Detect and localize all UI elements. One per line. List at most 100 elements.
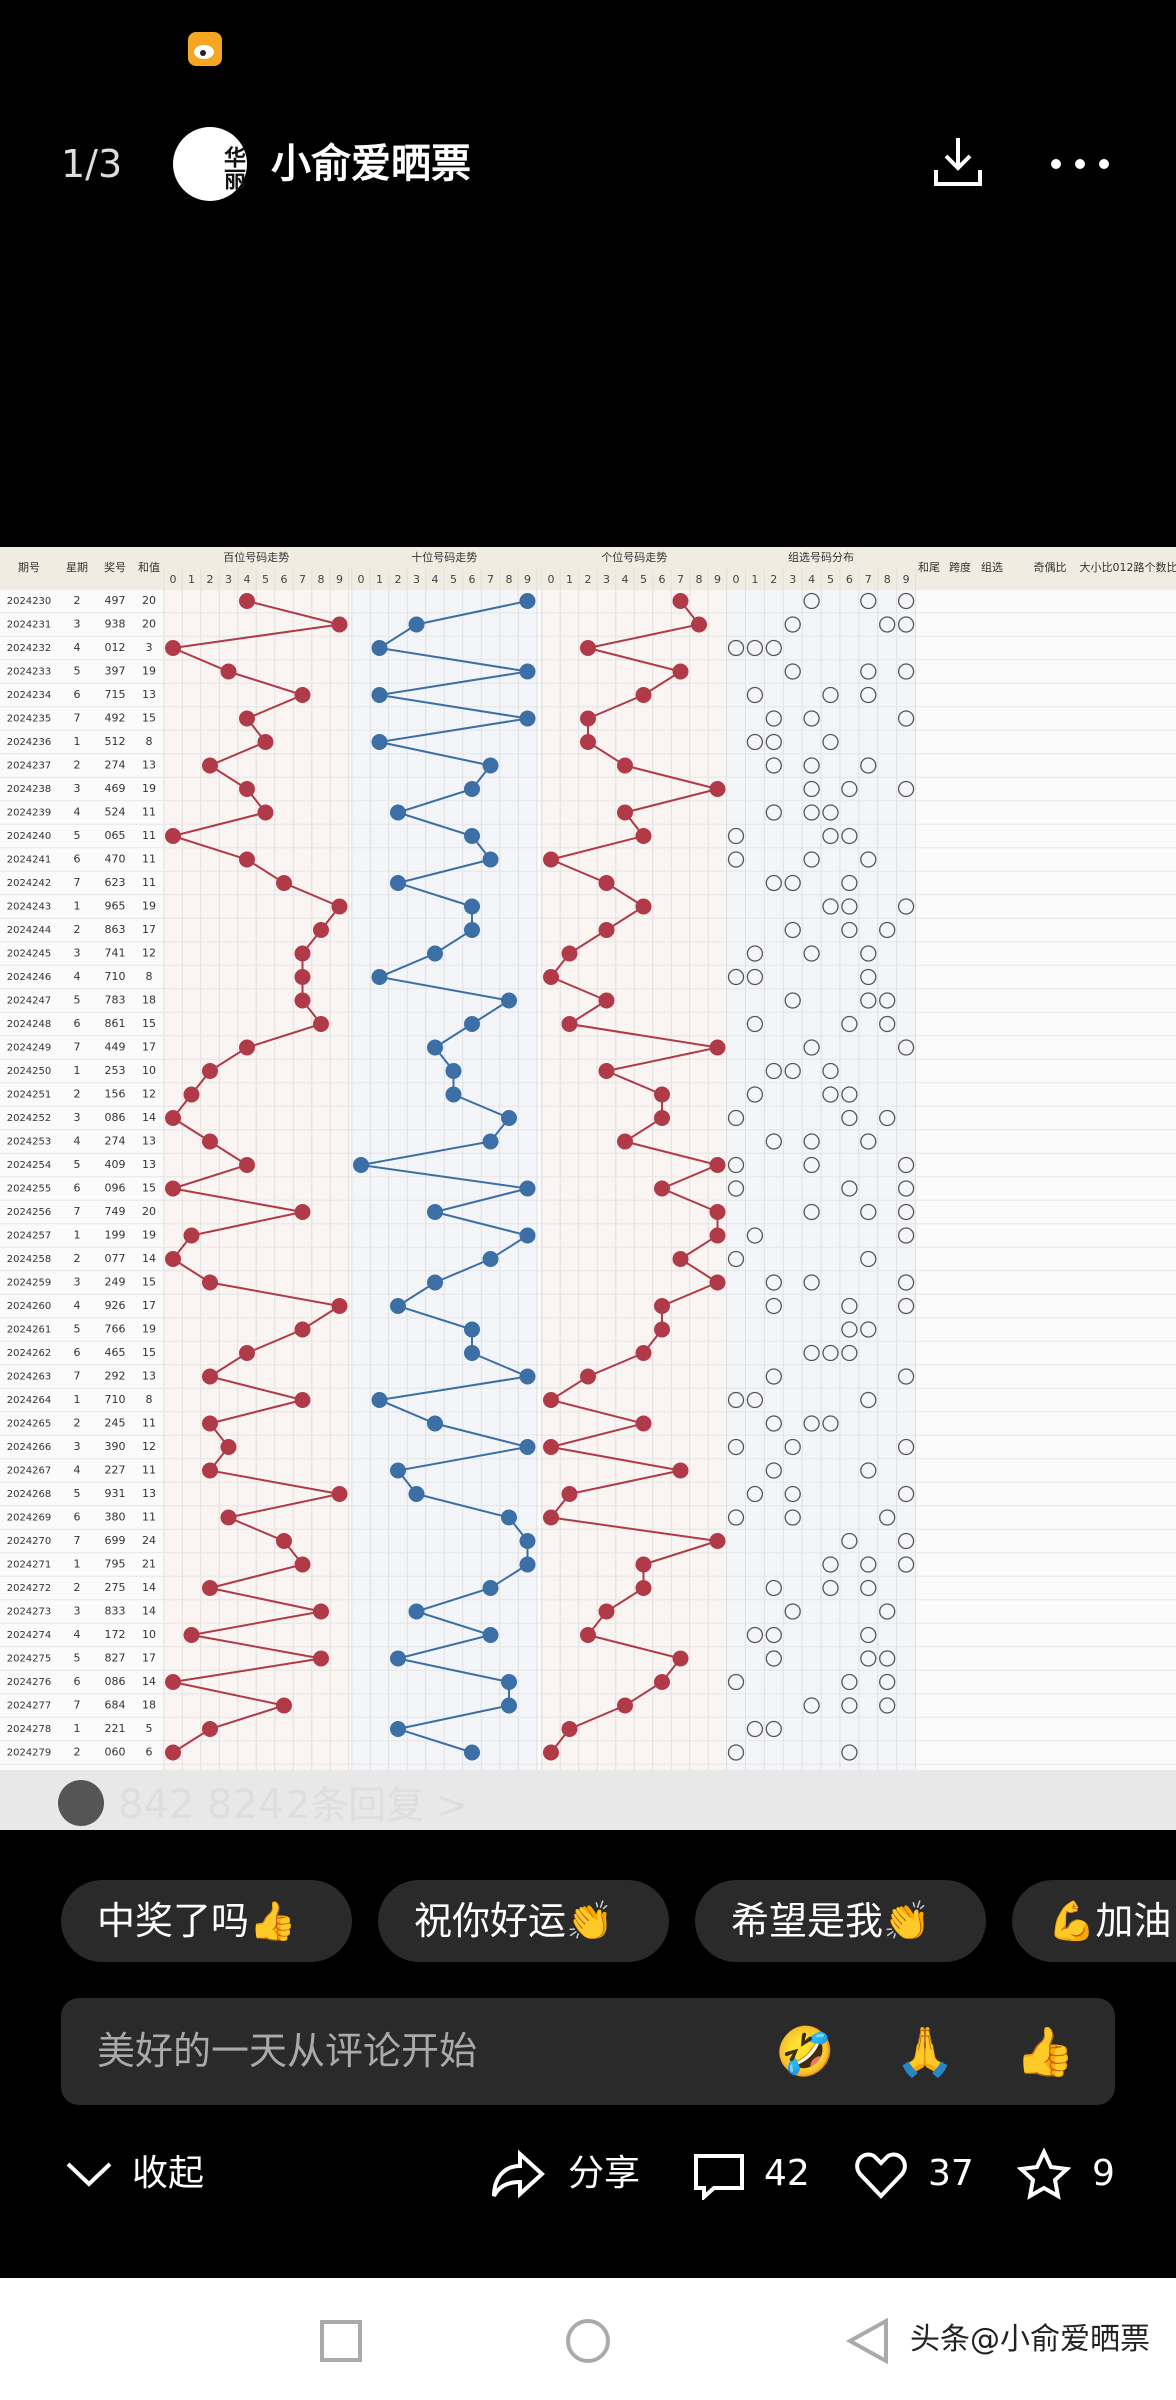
comment-count: 42 [764,2153,810,2194]
quick-reply[interactable]: 💪加油 [1012,1880,1176,1962]
favorite-icon[interactable] [1017,2148,1071,2200]
trend-dot [482,1133,499,1150]
emoji-button[interactable]: 🙏 [895,2024,955,2080]
row-cell: 2024268 [7,1489,52,1500]
group-dot [803,1039,820,1056]
trend-dot [220,1439,237,1455]
trend-dot [427,1039,443,1056]
trend-dot [390,875,406,891]
image-footer-bg [0,1770,1176,1830]
trend-dot [165,1674,181,1690]
column-header: 十位号码走势 [411,550,477,564]
like-icon[interactable] [854,2150,908,2200]
row-cell: 2024243 [7,902,52,913]
emoji-button[interactable]: 👍 [1015,2024,1075,2080]
trend-dot [427,1204,443,1220]
digit-header: 4 [808,573,815,586]
row-cell: 13 [142,1158,156,1171]
collapse-label[interactable]: 收起 [132,2153,205,2194]
trend-dot [464,898,480,915]
column-header: 奖号 [104,560,126,574]
group-dot [897,710,915,727]
group-dot [897,1438,915,1456]
trend-dot [294,1392,311,1408]
trend-dot [464,922,480,938]
group-dot [765,874,782,892]
trend-dot [202,1133,218,1150]
group-dot [897,1297,915,1315]
quick-reply[interactable]: 祝你好运👏 [378,1880,669,1962]
share-icon[interactable] [490,2148,546,2200]
trend-dot [709,1204,726,1220]
group-dot [746,733,764,751]
trend-dot [390,1650,406,1667]
download-button[interactable] [930,134,986,190]
group-dot [727,1438,745,1456]
trend-dot [257,734,274,750]
more-button[interactable] [1048,150,1112,178]
group-dot [784,1062,801,1080]
group-dot [860,663,877,680]
group-dot [803,851,820,868]
username[interactable]: 小俞爱晒票 [271,141,471,187]
row-cell: 6 [74,1511,81,1524]
row-cell: 766 [105,1323,126,1336]
row-cell: 2024273 [7,1607,52,1618]
digit-header: 6 [846,573,853,586]
overlay-replies[interactable]: 2条回复 > [286,1783,469,1827]
row-cell: 715 [105,688,126,701]
emoji-button[interactable]: 🤣 [775,2024,835,2080]
trend-dot [202,1063,218,1079]
row-cell: 2024248 [7,1019,52,1030]
trend-dot [543,1439,559,1455]
column-header: 百位号码走势 [223,550,289,564]
row-cell: 390 [105,1440,126,1453]
digit-header: 8 [884,573,891,586]
group-dot [727,1509,745,1526]
trend-dot [635,1345,652,1361]
group-dot [841,1532,858,1550]
quick-reply[interactable]: 中奖了吗👍 [61,1880,352,1962]
trend-dot [294,1556,311,1573]
share-label[interactable]: 分享 [568,2153,641,2194]
comment-input[interactable] [61,1998,1115,2105]
row-cell: 863 [105,923,126,936]
trend-dot [561,1016,578,1032]
row-cell: 2024270 [7,1536,52,1547]
row-cell: 2024271 [7,1560,52,1571]
row-cell: 2024235 [7,714,52,725]
row-cell: 156 [105,1088,126,1101]
row-cell: 3 [74,1605,81,1618]
group-dot [822,1086,839,1103]
digit-header: 2 [770,573,777,586]
row-cell: 12 [142,1088,156,1101]
trend-dot [709,1039,726,1056]
row-cell: 6 [74,1182,81,1195]
row-cell: 2024246 [7,972,52,983]
digit-header: 4 [622,573,629,586]
row-cell: 15 [142,1276,156,1289]
column-header: 跨度 [949,560,971,574]
collapse-icon[interactable] [64,2156,114,2192]
comment-icon[interactable] [692,2152,746,2200]
group-dot [841,921,858,939]
row-cell: 249 [105,1276,126,1289]
row-cell: 2024263 [7,1372,52,1383]
digit-header: 9 [524,573,531,586]
row-cell: 227 [105,1464,126,1477]
trend-dot [276,1533,292,1549]
row-cell: 20 [142,1205,156,1218]
group-dot [860,1462,877,1479]
group-dot [822,1062,839,1080]
digit-header: 5 [827,573,834,586]
weibo-icon [188,32,222,66]
nav-buttons[interactable] [320,2318,920,2366]
group-dot [897,1368,915,1385]
trend-dot [353,1157,369,1173]
trend-dot [276,1697,292,1714]
avatar[interactable]: 华丽 [173,127,247,201]
group-dot [841,1321,858,1338]
trend-dot [202,1415,218,1432]
quick-reply[interactable]: 希望是我👏 [695,1880,986,1962]
